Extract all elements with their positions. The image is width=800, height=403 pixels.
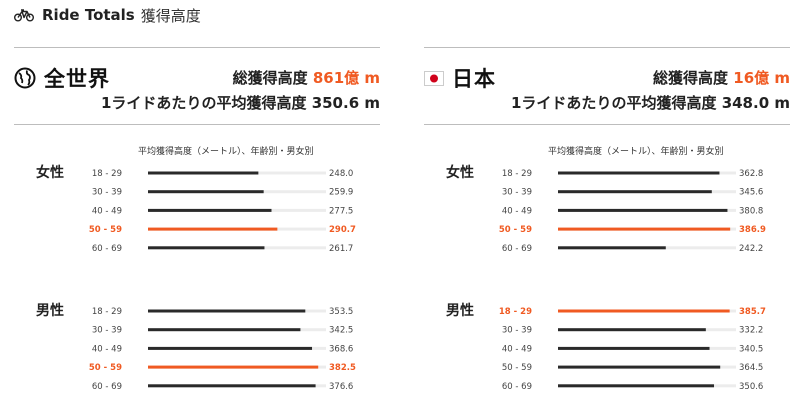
bar [558,208,728,212]
bar [148,365,319,369]
japan-flag-icon [424,70,444,86]
category-label: 30 - 39 [502,326,532,336]
category-label: 50 - 59 [502,363,532,373]
value-label: 376.6 [329,382,353,392]
bar [558,328,706,332]
average-elevation-stat: 1ライドあたりの平均獲得高度 350.6 m [101,92,380,113]
avg-label: 1ライドあたりの平均獲得高度 [511,94,717,112]
value-label: 382.5 [329,363,356,373]
value-label: 290.7 [329,225,356,235]
chart-title: 平均獲得高度（メートル）、年齢別・男女別 [548,147,724,157]
bar-chart-global: 女性 18 - 29 248.0 30 - 39 259.9 40 - 49 277.5 50… [36,164,356,392]
page-title: Ride Totals [42,6,135,24]
group-label: 男性 [36,302,64,319]
divider [14,124,380,125]
avg-label: 1ライドあたりの平均獲得高度 [101,94,307,112]
bar [558,384,715,388]
value-label: 368.6 [329,344,353,354]
globe-icon [14,67,36,89]
value-label: 385.7 [739,307,766,317]
value-label: 353.5 [329,307,353,317]
value-label: 386.9 [739,225,766,235]
bicycle-icon [14,9,34,22]
bar-chart-japan: 女性 18 - 29 362.8 30 - 39 345.6 40 - 49 380.8 50… [446,164,766,392]
category-label: 40 - 49 [502,344,532,354]
category-label: 60 - 69 [502,382,532,392]
category-label: 30 - 39 [92,188,122,198]
value-label: 261.7 [329,244,353,254]
panel-japan: 日本 総獲得高度 16億 m 1ライドあたりの平均獲得高度 348.0 m 平均… [424,47,790,403]
value-label: 248.0 [329,169,353,179]
value-label: 332.2 [739,326,763,336]
category-label: 18 - 29 [92,169,122,179]
value-label: 380.8 [739,206,763,216]
value-label: 350.6 [739,382,763,392]
value-label: 362.8 [739,169,763,179]
total-label: 総獲得高度 [653,69,729,87]
total-value: 861億 m [312,69,380,87]
category-label: 40 - 49 [502,206,532,216]
region-name: 全世界 [44,67,110,91]
category-label: 50 - 59 [89,225,122,235]
divider [424,124,790,125]
value-label: 364.5 [739,363,763,373]
total-label: 総獲得高度 [232,69,308,87]
bar [558,171,720,175]
avg-value: 348.0 m [721,94,790,112]
bar [558,227,731,231]
divider [14,47,380,48]
region-name: 日本 [452,67,496,91]
value-label: 242.2 [739,244,763,254]
bar [148,171,259,175]
group-label: 女性 [36,164,64,181]
value-label: 342.5 [329,326,353,336]
panel-global: 全世界 総獲得高度 861億 m 1ライドあたりの平均獲得高度 350.6 m … [14,47,380,403]
total-value: 16億 m [733,69,790,87]
value-label: 259.9 [329,188,353,198]
bar [148,190,264,194]
category-label: 50 - 59 [499,225,532,235]
category-label: 30 - 39 [502,188,532,198]
avg-value: 350.6 m [311,94,380,112]
bar [558,365,721,369]
value-label: 340.5 [739,344,763,354]
category-label: 30 - 39 [92,326,122,336]
category-label: 18 - 29 [92,307,122,317]
bar [148,208,272,212]
category-label: 40 - 49 [92,206,122,216]
bar [558,309,730,313]
category-label: 60 - 69 [92,382,122,392]
group-label: 男性 [446,302,474,319]
region-heading: 全世界 [14,63,110,93]
bar [558,246,666,250]
bar [148,227,278,231]
page-header: Ride Totals 獲得高度 [14,4,201,26]
bar [148,309,306,313]
bar [148,346,313,350]
chart-title: 平均獲得高度（メートル）、年齢別・男女別 [138,147,314,157]
bar [148,328,301,332]
average-elevation-stat: 1ライドあたりの平均獲得高度 348.0 m [511,92,790,113]
category-label: 60 - 69 [502,244,532,254]
group-label: 女性 [446,164,474,181]
category-label: 50 - 59 [89,363,122,373]
region-heading: 日本 [424,63,496,93]
page-subtitle: 獲得高度 [140,6,201,25]
category-label: 60 - 69 [92,244,122,254]
total-elevation-stat: 総獲得高度 16億 m [653,67,790,88]
bar [148,246,265,250]
category-label: 40 - 49 [92,344,122,354]
category-label: 18 - 29 [499,307,532,317]
category-label: 18 - 29 [502,169,532,179]
divider [424,47,790,48]
bar [148,384,316,388]
bar [558,190,712,194]
bar [558,346,710,350]
total-elevation-stat: 総獲得高度 861億 m [233,67,380,88]
value-label: 277.5 [329,206,353,216]
value-label: 345.6 [739,188,763,198]
